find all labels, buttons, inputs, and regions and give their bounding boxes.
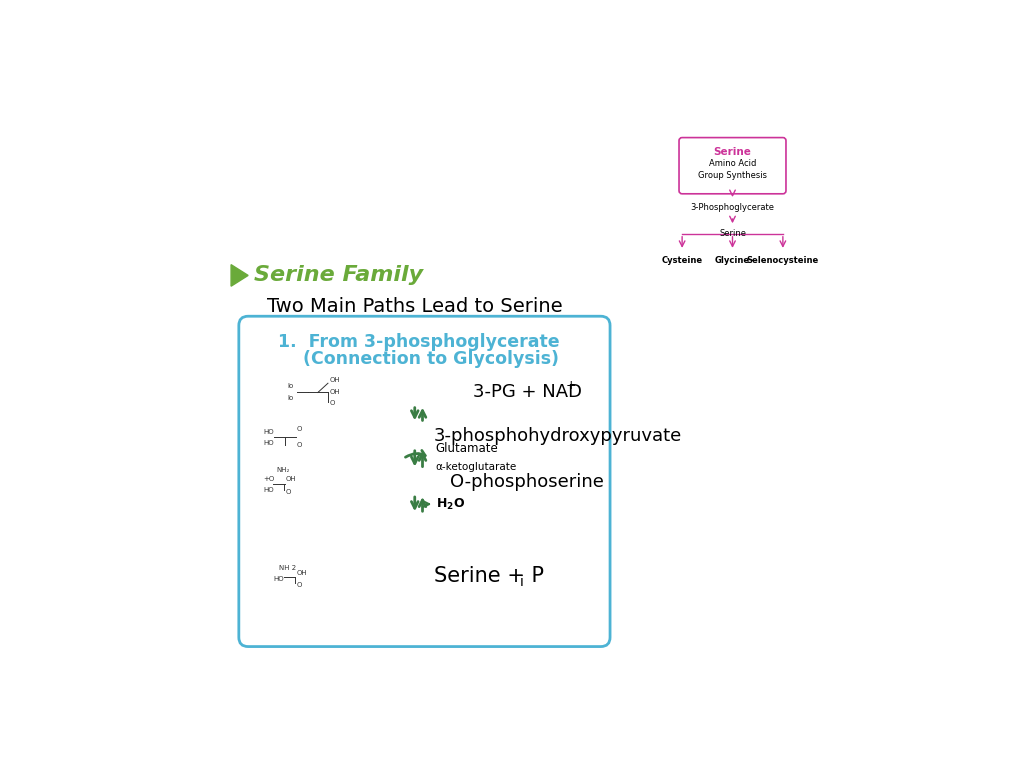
Text: Two Main Paths Lead to Serine: Two Main Paths Lead to Serine <box>267 296 562 316</box>
Text: O: O <box>330 400 335 406</box>
Text: i: i <box>519 575 523 589</box>
Text: (Connection to Glycolysis): (Connection to Glycolysis) <box>279 349 559 368</box>
Text: O: O <box>286 488 291 495</box>
Text: +O: +O <box>263 476 274 482</box>
Text: HO: HO <box>263 440 274 446</box>
Text: Glycine: Glycine <box>715 256 750 264</box>
Text: Serine: Serine <box>719 230 746 238</box>
Text: HO: HO <box>263 429 274 435</box>
Text: HO: HO <box>263 487 274 493</box>
Text: lo: lo <box>288 395 294 401</box>
Text: NH 2: NH 2 <box>280 565 296 571</box>
Text: Serine: Serine <box>714 147 752 157</box>
Text: 3-Phosphoglycerate: 3-Phosphoglycerate <box>690 204 774 212</box>
Text: Group Synthesis: Group Synthesis <box>698 170 767 180</box>
FancyBboxPatch shape <box>679 137 786 194</box>
Text: 3-phosphohydroxypyruvate: 3-phosphohydroxypyruvate <box>434 426 682 445</box>
Text: OH: OH <box>330 377 340 383</box>
Text: O: O <box>296 582 301 588</box>
Text: Serine Family: Serine Family <box>254 266 424 286</box>
Text: OH: OH <box>330 389 340 396</box>
Text: α-ketoglutarate: α-ketoglutarate <box>435 462 517 472</box>
Text: O: O <box>296 426 301 432</box>
Text: +: + <box>566 379 577 392</box>
Text: OH: OH <box>296 570 307 576</box>
Polygon shape <box>231 265 248 286</box>
Text: Glutamate: Glutamate <box>435 442 499 455</box>
Text: Selenocysteine: Selenocysteine <box>746 256 819 264</box>
Text: 1.  From 3-phosphoglycerate: 1. From 3-phosphoglycerate <box>278 333 559 352</box>
Text: NH₂: NH₂ <box>276 467 290 473</box>
Text: lo: lo <box>288 383 294 389</box>
FancyBboxPatch shape <box>239 316 610 647</box>
Text: $\mathbf{H_2O}$: $\mathbf{H_2O}$ <box>436 497 466 511</box>
Text: O: O <box>296 442 301 448</box>
Text: Serine + P: Serine + P <box>434 566 544 586</box>
Text: OH: OH <box>286 476 296 482</box>
Text: O-phosphoserine: O-phosphoserine <box>450 473 603 491</box>
Text: Amino Acid: Amino Acid <box>709 159 756 168</box>
Text: 3-PG + NAD: 3-PG + NAD <box>473 383 582 402</box>
Text: HO: HO <box>273 576 284 582</box>
Text: Cysteine: Cysteine <box>662 256 702 264</box>
